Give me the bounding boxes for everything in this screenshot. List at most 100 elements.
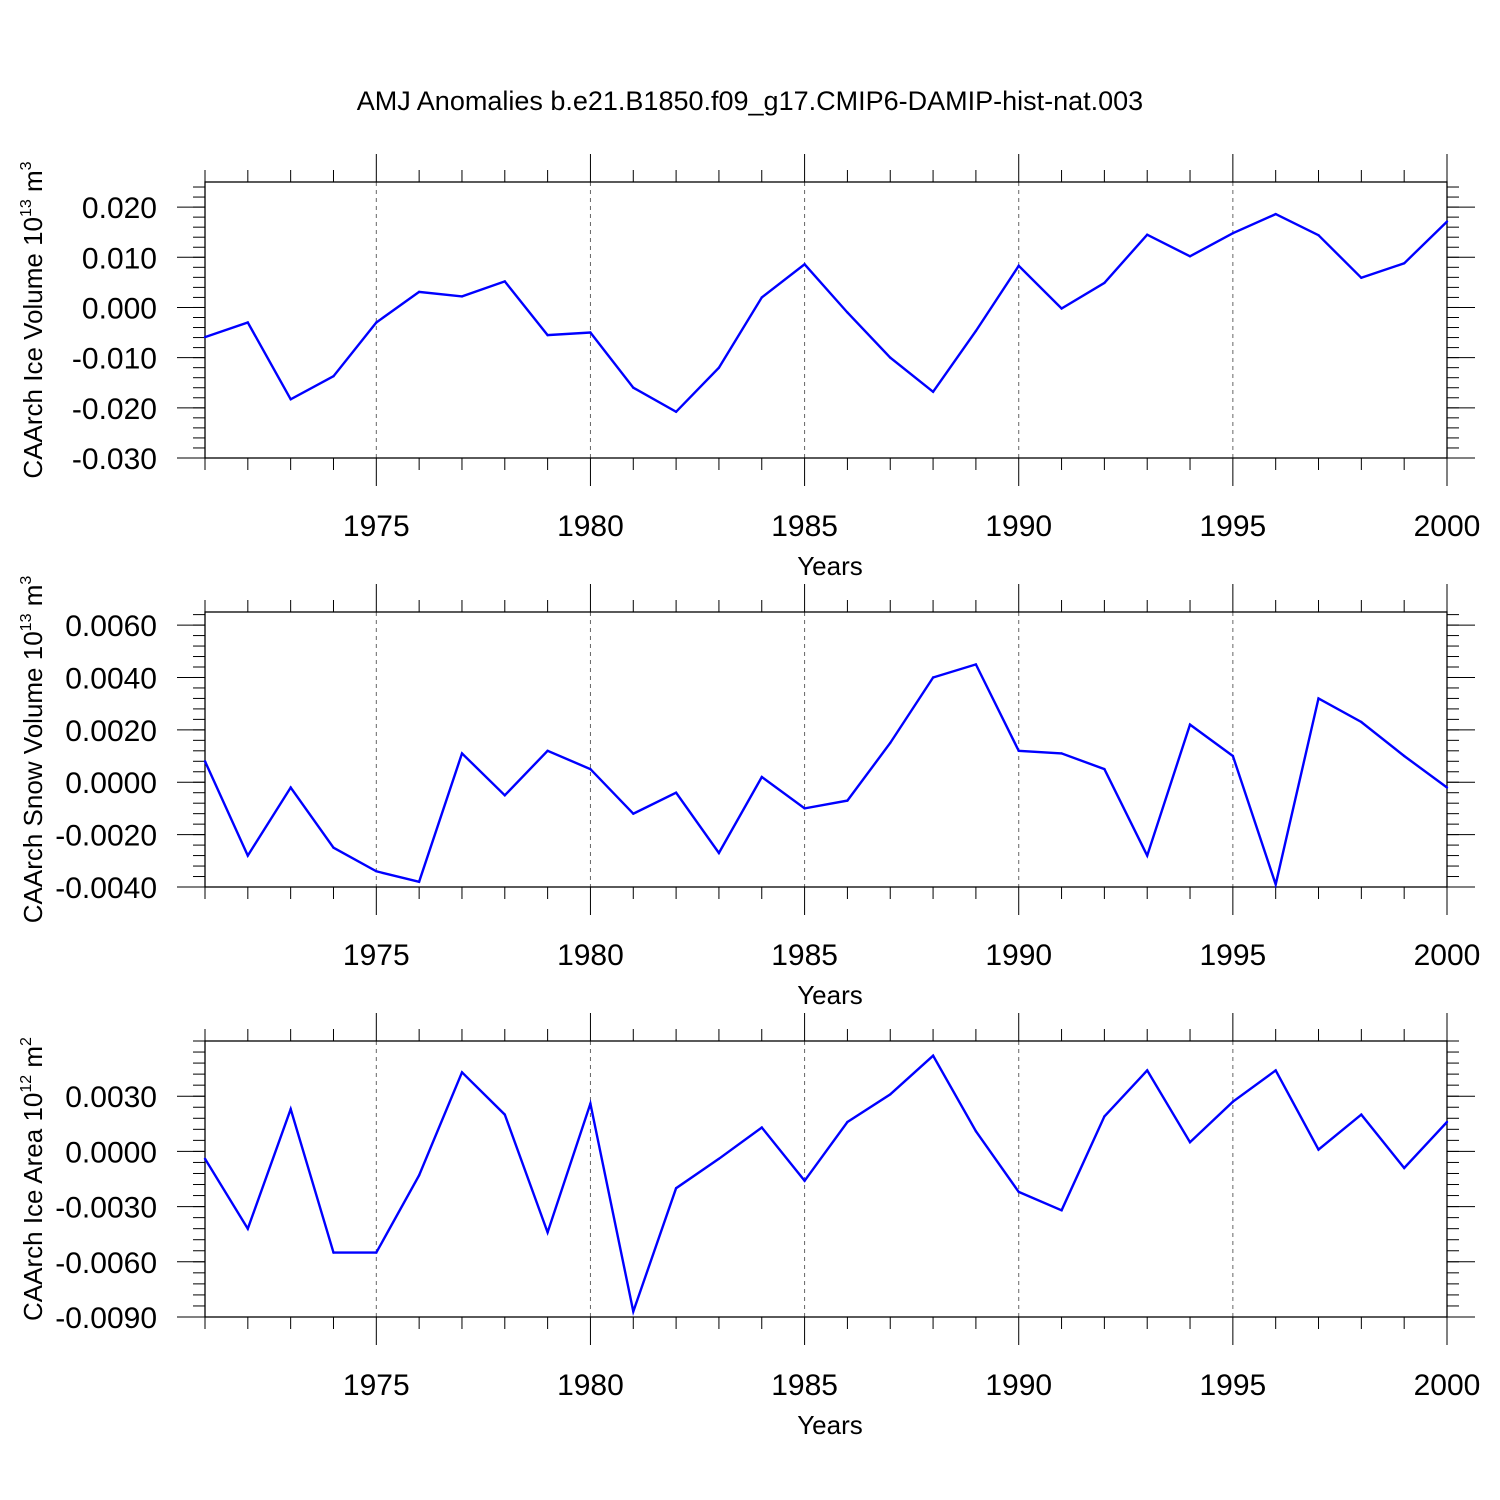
y-tick-label-0.010: 0.010 [82,242,157,275]
x-tick-label-1980: 1980 [557,510,624,543]
y-axis-label-unit: m [18,1046,48,1075]
data-point-1999 [1403,262,1406,265]
plot-frame [204,1040,1448,1318]
charts-root: 1975 1980 1985 1990 1995 2000 0.020 0.010 0.000 -… [18,154,1480,1440]
data-point-1972 [246,321,249,324]
data-point-1973 [289,786,292,789]
y-tick-label-0.0020: 0.0020 [65,715,157,748]
data-point-1974 [332,375,335,378]
data-point-1983 [717,1157,721,1161]
data-point-1991 [1060,307,1063,310]
y-axis-label-main: CAArch Ice Volume 10 [18,217,48,479]
data-point-1985 [803,263,806,266]
data-point-1992 [1103,1115,1106,1118]
x-tick-label-1990: 1990 [985,510,1052,543]
x-axis-label: Years [797,551,863,581]
data-point-1977 [460,295,464,298]
data-point-1989 [974,329,978,333]
data-point-1971 [203,1157,207,1161]
y-tick-label-0.0000: 0.0000 [65,767,157,800]
x-tick-label-1985: 1985 [771,939,838,972]
data-point-1983 [717,851,721,855]
data-point-1991 [1060,752,1063,755]
y-tick-label-0.000: 0.000 [82,292,157,325]
plot-frame [204,181,1448,459]
y-tick-label--0.020: -0.020 [72,393,157,426]
x-axis-label: Years [797,1410,863,1440]
data-point-1985 [803,1179,806,1183]
x-tick-label-1990: 1990 [985,939,1052,972]
data-point-1990 [1017,264,1020,267]
data-point-2000 [1445,1120,1449,1124]
y-tick-label--0.0090: -0.0090 [55,1302,157,1335]
data-point-1988 [931,1054,935,1057]
data-point-1985 [803,807,806,810]
data-point-1979 [546,1231,549,1234]
plot-frame [204,611,1448,888]
y-tick-label--0.0030: -0.0030 [55,1192,157,1225]
chart-panel-2: 1975 1980 1985 1990 1995 2000 0.0060 0.0040 0.00… [18,576,1480,1010]
data-point-1980 [589,767,592,771]
y-tick-label--0.010: -0.010 [72,343,157,376]
x-tick-label-2000: 2000 [1414,939,1481,972]
data-point-1997 [1317,1148,1320,1151]
x-tick-label-1995: 1995 [1199,939,1266,972]
data-point-1997 [1317,697,1320,700]
series-line [204,212,1448,414]
y-axis-label-unit-exponent: 3 [18,576,35,585]
data-point-1974 [332,1251,335,1254]
data-point-1976 [417,1174,421,1177]
data-point-1984 [760,775,763,779]
y-axis-label-unit: m [18,585,48,614]
data-point-1992 [1103,767,1106,771]
data-point-1986 [846,799,849,802]
data-point-1979 [546,749,549,752]
y-axis-label-exponent: 12 [18,1075,35,1093]
y-axis-label-exponent: 13 [18,199,35,217]
chart-panel-1: 1975 1980 1985 1990 1995 2000 0.020 0.010 0.000 -… [18,154,1480,581]
data-point-1996 [1274,883,1277,886]
data-point-1987 [889,741,892,745]
x-tick-label-1985: 1985 [771,510,838,543]
data-point-1981 [632,386,635,389]
data-point-1976 [417,880,421,883]
data-point-1998 [1360,1113,1363,1116]
data-point-1989 [974,1130,978,1133]
x-axis-label: Years [797,980,863,1010]
y-axis-label-unit: m [18,170,48,199]
data-point-1981 [632,1310,635,1313]
x-tick-label-1975: 1975 [343,510,410,543]
series-line [203,1053,1448,1317]
data-point-1972 [246,1227,249,1230]
y-axis-label-unit-exponent: 3 [18,161,35,170]
data-point-1999 [1403,1166,1406,1170]
data-point-1994 [1188,1141,1192,1144]
x-tick-label-1990: 1990 [985,1369,1052,1402]
y-tick-label-0.0040: 0.0040 [65,662,157,695]
data-point-1993 [1146,233,1149,236]
data-point-1973 [289,1107,292,1111]
y-tick-label-0.0030: 0.0030 [65,1081,157,1114]
data-point-1975 [375,321,378,324]
y-tick-label--0.0020: -0.0020 [55,820,157,853]
y-axis-label-exponent: 13 [18,613,35,631]
y-tick-label-0.0000: 0.0000 [65,1136,157,1169]
data-point-1974 [332,846,335,849]
data-point-1991 [1060,1209,1063,1212]
data-point-1997 [1317,234,1320,237]
data-point-1983 [717,366,721,369]
data-point-1977 [460,752,464,755]
data-point-1994 [1188,255,1192,258]
data-point-1999 [1403,754,1406,758]
data-point-1975 [375,1251,378,1254]
x-tick-label-1975: 1975 [343,939,410,972]
data-point-1980 [589,1102,592,1105]
data-point-1978 [503,1113,506,1116]
data-point-1973 [289,398,292,401]
data-point-1975 [375,870,378,873]
y-tick-label-0.020: 0.020 [82,192,157,225]
data-point-1978 [503,794,506,797]
x-tick-label-1980: 1980 [557,1369,624,1402]
